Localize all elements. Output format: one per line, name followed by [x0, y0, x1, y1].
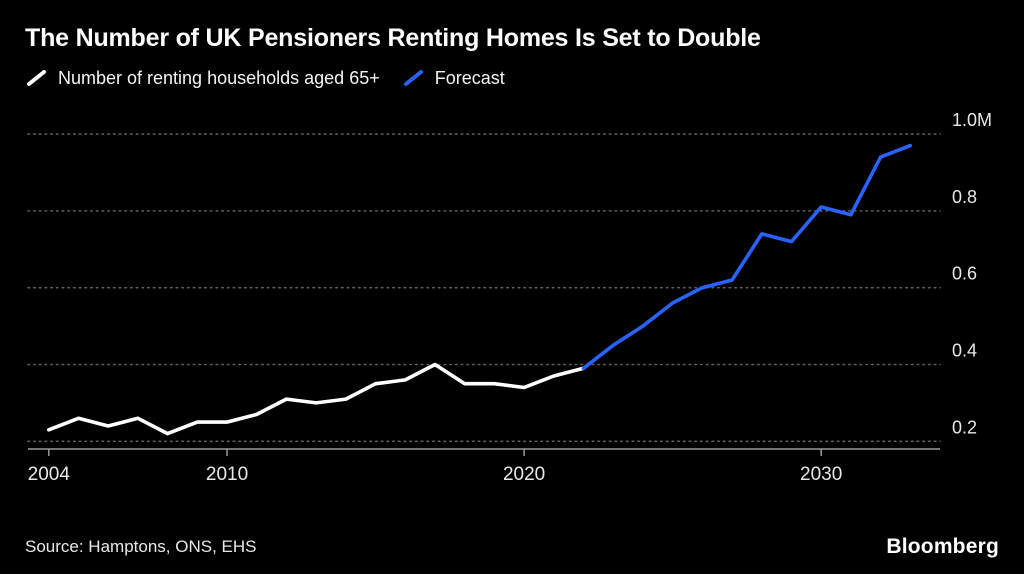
bloomberg-logo: Bloomberg [886, 535, 999, 558]
plot-area: 0.2 0.4 0.6 0.8 1.0M 2004 2010 2020 2030 [0, 91, 1024, 491]
legend-item-history: Number of renting households aged 65+ [25, 68, 380, 89]
chart-title: The Number of UK Pensioners Renting Home… [25, 24, 761, 52]
history-line-icon [25, 69, 49, 87]
source-note: Source: Hamptons, ONS, EHS [25, 537, 257, 556]
footer: Source: Hamptons, ONS, EHS Bloomberg [0, 526, 1024, 574]
header: The Number of UK Pensioners Renting Home… [0, 0, 1024, 89]
y-tick-label: 0.6 [952, 263, 977, 283]
y-tick-label: 0.8 [952, 187, 977, 207]
legend-label-history: Number of renting households aged 65+ [58, 67, 380, 88]
legend-label-forecast: Forecast [434, 67, 505, 88]
forecast-line-icon [402, 69, 426, 87]
y-tick-label: 1.0M [952, 110, 992, 130]
x-tick-label: 2004 [28, 464, 71, 485]
legend: Number of renting households aged 65+ Fo… [25, 68, 999, 89]
y-tick-label: 0.4 [952, 340, 977, 360]
legend-item-forecast: Forecast [402, 68, 505, 89]
forecast-line-glyph [403, 70, 423, 87]
y-tick-label: 0.2 [952, 417, 977, 437]
x-tick-label: 2030 [800, 464, 842, 485]
x-tick-label: 2010 [206, 464, 248, 485]
history-line [46, 362, 586, 436]
x-tick-label: 2020 [503, 464, 545, 485]
forecast-line [581, 143, 913, 370]
history-line-glyph [27, 70, 46, 87]
chart-svg: 0.2 0.4 0.6 0.8 1.0M 2004 2010 2020 2030 [27, 110, 992, 485]
